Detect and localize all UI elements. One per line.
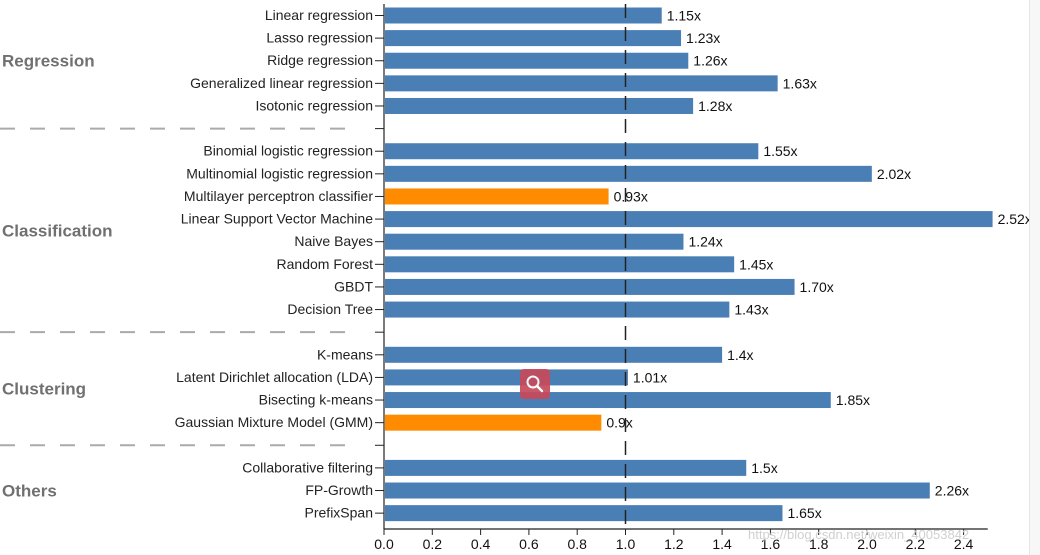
data-label: 1.24x (688, 234, 722, 250)
data-label: 2.52x (998, 211, 1030, 227)
category-label: Latent Dirichlet allocation (LDA) (176, 369, 373, 385)
category-label: Collaborative filtering (242, 459, 373, 475)
category-label: Multilayer perceptron classifier (184, 188, 373, 204)
category-label: Linear regression (265, 7, 373, 23)
category-label: PrefixSpan (305, 505, 373, 521)
bar[interactable] (385, 211, 993, 228)
bar[interactable] (385, 233, 684, 250)
bar[interactable] (385, 165, 872, 182)
data-label: 1.63x (783, 75, 817, 91)
category-label: Binomial logistic regression (203, 143, 373, 159)
x-tick-label: 2.2 (906, 536, 926, 552)
data-label: 1.4x (727, 347, 753, 363)
bar[interactable] (385, 97, 694, 114)
bar[interactable] (385, 346, 723, 363)
data-label: 2.02x (877, 166, 911, 182)
x-tick-label: 1.8 (809, 536, 829, 552)
magnifier-icon (526, 375, 544, 393)
bar[interactable] (385, 392, 831, 409)
x-tick-label: 0.2 (423, 536, 443, 552)
x-tick-label: 2.0 (857, 536, 877, 552)
bar[interactable] (385, 278, 795, 295)
bar[interactable] (385, 256, 735, 273)
data-label: 1.15x (667, 8, 701, 24)
bar[interactable] (385, 369, 628, 386)
scrollbar-track[interactable] (1029, 0, 1040, 555)
bar[interactable] (385, 505, 783, 522)
category-label: Ridge regression (267, 52, 373, 68)
data-label: 1.28x (698, 98, 732, 114)
data-label: 1.70x (800, 279, 834, 295)
bar[interactable] (385, 482, 930, 499)
x-tick-label: 1.0 (616, 536, 636, 552)
category-label: Generalized linear regression (190, 75, 373, 91)
x-tick-label: 0.6 (519, 536, 539, 552)
group-label: Others (2, 482, 57, 501)
data-label: 1.43x (734, 302, 768, 318)
category-label: Linear Support Vector Machine (181, 211, 373, 227)
category-label: Bisecting k-means (259, 392, 373, 408)
category-label: Gaussian Mixture Model (GMM) (175, 414, 373, 430)
data-label: 0.93x (614, 188, 648, 204)
x-tick-label: 1.6 (761, 536, 781, 552)
category-label: Multinomial logistic regression (186, 165, 373, 181)
bar[interactable] (385, 301, 730, 318)
group-label: Regression (2, 52, 95, 71)
category-label: Naive Bayes (294, 233, 373, 249)
category-label: Isotonic regression (255, 97, 373, 113)
data-label: 1.5x (751, 460, 777, 476)
x-tick-label: 1.2 (664, 536, 684, 552)
bar[interactable] (385, 459, 747, 476)
data-label: 1.01x (633, 369, 667, 385)
zoom-button[interactable] (520, 369, 550, 399)
x-tick-label: 0.8 (567, 536, 587, 552)
category-label: Decision Tree (287, 301, 373, 317)
data-label: 2.26x (935, 483, 969, 499)
bar[interactable] (385, 414, 602, 431)
data-label: 1.65x (787, 505, 821, 521)
data-label: 1.85x (836, 392, 870, 408)
category-label: Random Forest (277, 256, 374, 272)
data-label: 1.55x (763, 143, 797, 159)
watermark: https://blog.csdn.net/weixin_40053842 (748, 527, 970, 542)
category-label: Lasso regression (266, 30, 373, 46)
bar[interactable] (385, 30, 682, 47)
group-label: Classification (2, 221, 113, 240)
bar[interactable] (385, 75, 778, 92)
bar[interactable] (385, 143, 759, 160)
data-label: 1.26x (693, 53, 727, 69)
data-label: 1.23x (686, 30, 720, 46)
group-label: Clustering (2, 380, 86, 399)
category-label: FP-Growth (305, 482, 373, 498)
bar[interactable] (385, 188, 609, 205)
x-tick-label: 0.4 (471, 536, 491, 552)
data-label: 0.9x (606, 415, 632, 431)
category-label: K-means (317, 346, 373, 362)
category-label: GBDT (334, 278, 373, 294)
bar[interactable] (385, 52, 689, 69)
x-tick-label: 1.4 (712, 536, 732, 552)
x-tick-label: 0.0 (374, 536, 394, 552)
data-label: 1.45x (739, 256, 773, 272)
x-tick-label: 2.4 (954, 536, 974, 552)
bar[interactable] (385, 7, 662, 24)
